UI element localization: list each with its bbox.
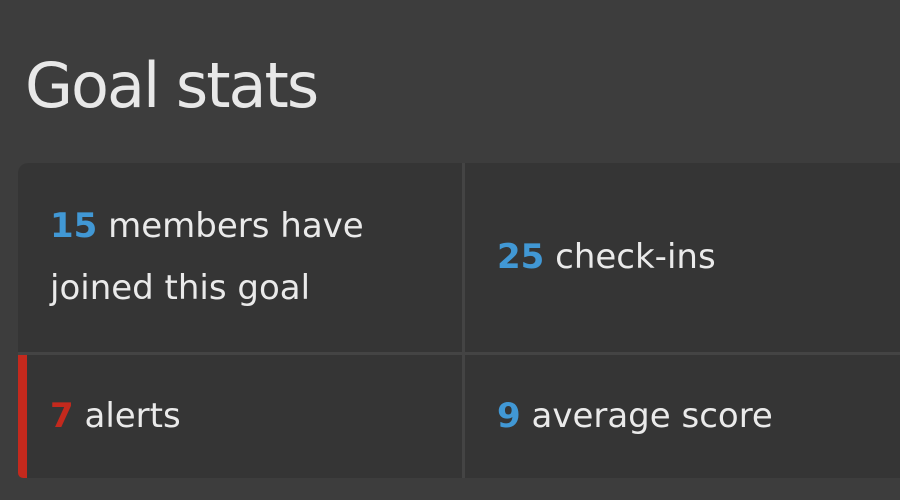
stat-cell-members: 15 members have joined this goal [18,163,462,352]
stat-checkins-value: 25 [497,236,545,277]
stat-alerts-text: 7 alerts [50,386,181,447]
stat-members-text: 15 members have joined this goal [50,196,430,318]
stat-members-value: 15 [50,206,98,247]
stat-checkins-label: check-ins [555,236,716,277]
stat-alerts-label: alerts [84,395,181,436]
stat-average-score-label: average score [531,395,773,436]
stat-alerts-value: 7 [50,395,74,436]
stat-cell-alerts: 7 alerts [18,355,462,478]
goal-stats-card: 15 members have joined this goal 25 chec… [18,163,900,478]
stat-average-score-text: 9 average score [497,386,773,447]
stat-members-label: members have joined this goal [50,206,364,308]
stat-cell-checkins: 25 check-ins [465,163,900,352]
stat-cell-average-score: 9 average score [465,355,900,478]
stat-average-score-value: 9 [497,395,521,436]
stat-checkins-text: 25 check-ins [497,227,716,288]
page-title: Goal stats [25,48,319,122]
